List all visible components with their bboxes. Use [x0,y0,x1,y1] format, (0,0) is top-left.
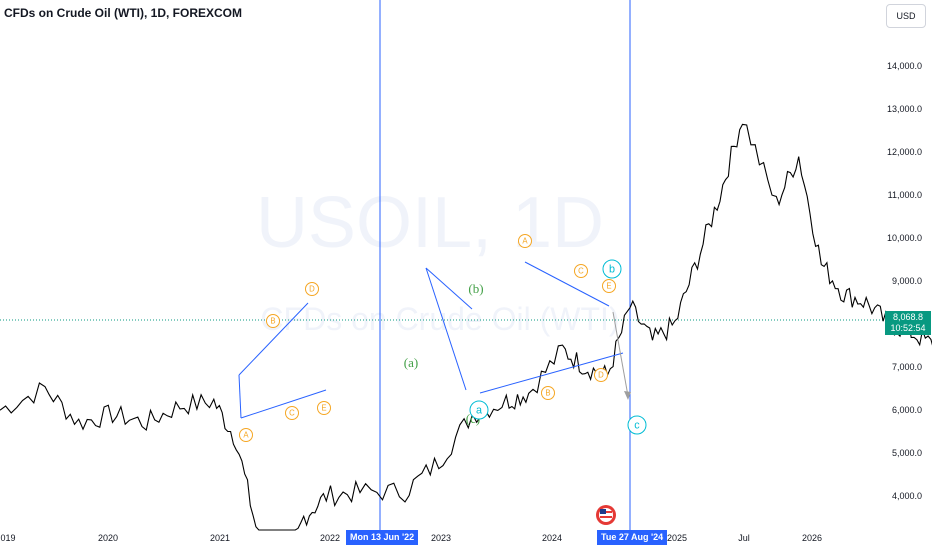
watermark-symbol: USOIL, 1D [256,183,604,263]
trendline-upper-1[interactable] [238,302,309,376]
price-series-line [0,123,932,531]
price-scale-label: 7,000.0 [892,362,922,372]
wave-label-cyan-c: c [634,419,640,431]
elliott-trendlines[interactable] [238,261,624,419]
price-scale-label: 9,000.0 [892,276,922,286]
wave-label-orange2-E: E [606,281,611,290]
wave-label-orange2-E-circle [602,279,616,293]
wave-label-orange-A: A [243,430,249,439]
wave-label-orange-B: B [270,316,275,325]
trendline-upper-2[interactable] [524,261,610,307]
projection-arrow [612,311,629,397]
price-scale-label: 5,000.0 [892,448,922,458]
wave-label-orange2-D-circle [594,368,608,382]
wave-label-orange-E-circle [317,401,331,415]
time-scale-label: 2024 [542,533,562,543]
price-scale-label: 6,000.0 [892,405,922,415]
trendline-b-left[interactable] [425,267,467,391]
time-scale-label: Jul [738,533,750,543]
wave-label-cyan-b-circle [602,259,622,279]
wave-labels-orange-1: A B C D E [239,282,331,442]
wave-label-orange-D-circle [305,282,319,296]
wave-label-orange-C: C [289,408,295,417]
price-scale-label: 10,000.0 [887,233,922,243]
time-scale-label: 019 [0,533,15,543]
date-marker-right[interactable]: Tue 27 Aug '24 [597,530,668,545]
wave-label-green-1: (b) [468,281,483,296]
time-scale-label: 2026 [802,533,822,543]
price-scale-label: 4,000.0 [892,491,922,501]
time-scale-label: 2022 [320,533,340,543]
price-scale[interactable]: 14,000.0 13,000.0 12,000.0 11,000.0 10,000.0… [887,61,922,501]
price-scale-label: 12,000.0 [887,147,922,157]
wave-label-green-0: (a) [404,355,418,370]
trendline-lower-2[interactable] [479,352,624,394]
wave-label-cyan-a-circle [469,400,489,420]
wave-label-orange-B-circle [266,314,280,328]
wave-label-orange2-B-circle [541,386,555,400]
wave-label-cyan-b: b [609,263,615,275]
wave-label-orange-A-circle [239,428,253,442]
wave-label-orange-D: D [309,284,315,293]
price-scale-label: 13,000.0 [887,104,922,114]
trendline-lower-1[interactable] [240,389,327,419]
date-marker-left[interactable]: Mon 13 Jun '22 [346,530,419,545]
trendline-b-upper[interactable] [425,267,473,310]
time-scale-label: 2025 [667,533,687,543]
price-scale-label: 14,000.0 [887,61,922,71]
wave-labels-orange-2: A B C D E [518,234,616,400]
time-scale-label: 2023 [431,533,451,543]
current-price-value: 8,068.8 [892,312,924,322]
watermark-description: CFDs on Crude Oil (WTI) [260,301,619,337]
wave-label-orange2-A: A [522,236,528,245]
time-scale[interactable]: 019 2020 2021 2022 2023 2024 2025 Jul 2026 [0,533,822,543]
wave-label-orange2-D: D [598,370,604,379]
wave-label-cyan-c-circle [627,415,647,435]
price-scale-label: 11,000.0 [888,190,922,200]
wave-label-orange-C-circle [285,406,299,420]
wave-label-orange2-B: B [545,388,550,397]
trendline-edge-1[interactable] [238,374,242,419]
countdown-timer: 10:52:54 [890,323,926,333]
time-scale-label: 2021 [210,533,230,543]
wave-label-orange2-C-circle [574,264,588,278]
chart-title: CFDs on Crude Oil (WTI), 1D, FOREXCOM [4,6,242,20]
projection-arrow-head [624,391,631,400]
currency-button[interactable]: USD [886,4,926,28]
wave-label-orange-E: E [321,403,326,412]
wave-label-orange2-C: C [578,266,584,275]
wave-labels-cyan: a b c [469,259,647,435]
us-flag-icon[interactable] [596,505,616,525]
current-price-badge: 8,068.8 10:52:54 [885,311,931,335]
wave-label-orange2-A-circle [518,234,532,248]
time-scale-label: 2020 [98,533,118,543]
wave-label-cyan-a: a [476,404,482,416]
